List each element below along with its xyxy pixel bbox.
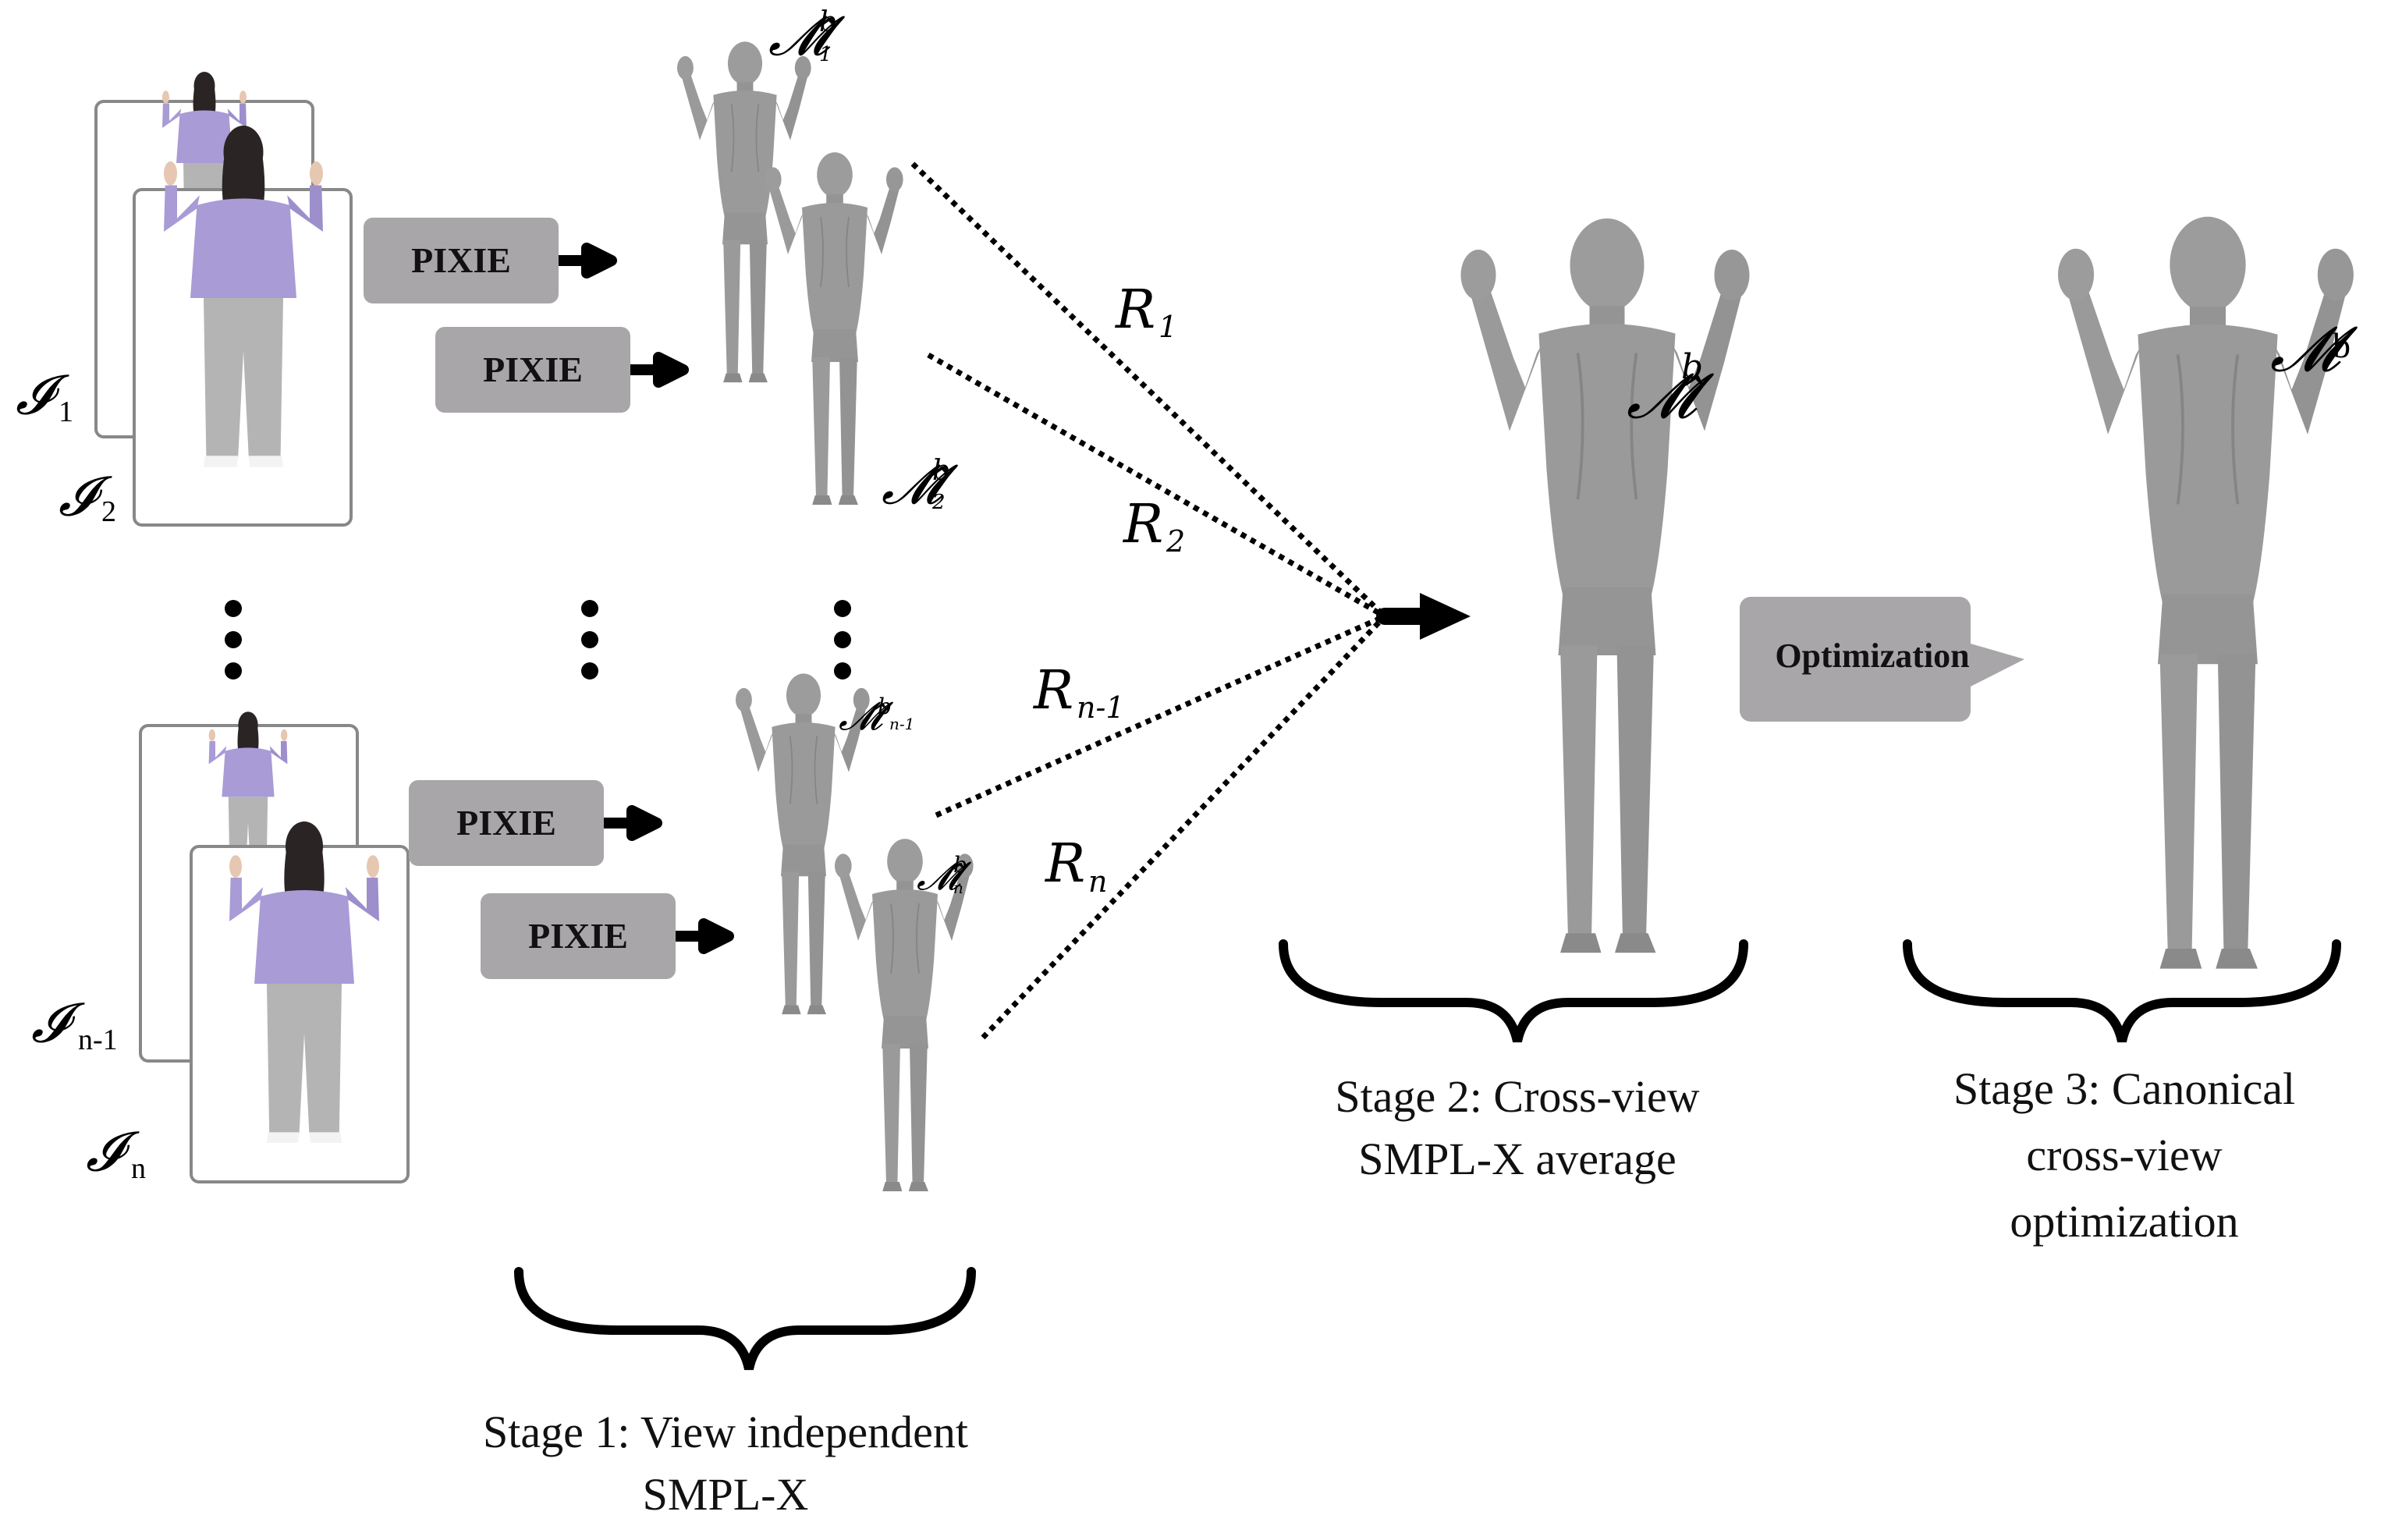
caption-stage-1: Stage 1: View independent SMPL-X	[483, 1407, 968, 1520]
svg-text:b: b	[819, 6, 837, 38]
svg-text:b: b	[878, 694, 892, 719]
label-mesh-1: 𝓜̂ b 1	[768, 4, 846, 68]
label-input-n: 𝓘 n	[86, 1120, 146, 1185]
caption-stage-2: Stage 2: Cross-view SMPL-X average	[1335, 1071, 1699, 1184]
svg-text:R: R	[1122, 494, 1163, 555]
svg-text:SMPL-X average: SMPL-X average	[1358, 1134, 1676, 1184]
svg-text:PIXIE: PIXIE	[483, 350, 583, 389]
svg-text:1: 1	[819, 43, 832, 66]
svg-text:n-1: n-1	[1077, 690, 1125, 725]
svg-text:b: b	[932, 455, 950, 487]
svg-text:PIXIE: PIXIE	[456, 803, 556, 843]
svg-text:𝓘: 𝓘	[31, 991, 85, 1055]
ellipsis-pixie	[581, 600, 598, 680]
svg-text:n: n	[1088, 864, 1107, 899]
label-rotation-2: R 2	[1122, 494, 1185, 559]
label-input-2: 𝓘 2	[59, 464, 116, 528]
brace-stage-3	[1903, 939, 2341, 1043]
svg-text:R: R	[1032, 660, 1073, 722]
input-image-n	[190, 821, 410, 1183]
svg-text:PIXIE: PIXIE	[528, 916, 628, 956]
caption-stage-3: Stage 3: Canonical cross-view optimizati…	[1953, 1063, 2295, 1247]
svg-text:Optimization: Optimization	[1775, 637, 1969, 675]
svg-text:SMPL-X: SMPL-X	[643, 1469, 809, 1520]
svg-text:Stage 1: View independent: Stage 1: View independent	[483, 1407, 968, 1457]
svg-text:b: b	[953, 852, 967, 878]
svg-text:2: 2	[101, 495, 116, 528]
label-rotation-n-1: R n-1	[1032, 660, 1125, 725]
label-mesh-n-1: 𝓜̂ b n-1	[839, 694, 914, 739]
pixie-box-2: PIXIE	[435, 327, 689, 413]
ellipsis-inputs	[225, 600, 242, 680]
svg-text:1: 1	[1158, 310, 1177, 344]
svg-text:b: b	[1681, 347, 1703, 387]
arrow-to-average	[1376, 593, 1471, 640]
svg-text:cross-view: cross-view	[2026, 1130, 2222, 1180]
label-mesh-2: 𝓜̂ b 2	[882, 452, 959, 516]
input-image-2	[133, 125, 353, 527]
ellipsis-meshes	[834, 600, 851, 680]
svg-text:n: n	[131, 1152, 146, 1185]
svg-text:optimization: optimization	[2010, 1196, 2238, 1247]
svg-text:PIXIE: PIXIE	[411, 240, 511, 280]
optimization-box: Optimization	[1740, 597, 2024, 722]
pixie-box-1: PIXIE	[364, 218, 617, 303]
svg-text:n: n	[953, 878, 963, 897]
svg-text:Stage 2: Cross-view: Stage 2: Cross-view	[1335, 1071, 1699, 1122]
label-rotation-1: R 1	[1114, 279, 1177, 344]
svg-text:b: b	[2333, 325, 2351, 365]
mesh-view-1	[676, 41, 812, 383]
mesh-average	[1459, 217, 1751, 955]
label-mesh-canonical: 𝓜 b	[2270, 313, 2358, 385]
svg-text:2: 2	[931, 491, 946, 514]
label-mesh-n: 𝓜̂ b n	[917, 852, 972, 899]
brace-stage-1	[514, 1267, 976, 1371]
svg-text:1: 1	[59, 396, 73, 428]
label-rotation-n: R n	[1044, 833, 1107, 899]
svg-text:2: 2	[1166, 524, 1185, 559]
label-input-1: 𝓘 1	[16, 363, 73, 428]
pixie-box-3: PIXIE	[409, 780, 662, 866]
svg-text:n-1: n-1	[889, 715, 914, 733]
brace-stage-2	[1279, 939, 1748, 1043]
svg-text:R: R	[1114, 279, 1155, 341]
svg-text:R: R	[1044, 833, 1085, 895]
dotted-rays	[910, 161, 1387, 1040]
pixie-box-4: PIXIE	[481, 893, 734, 979]
svg-text:Stage 3: Canonical: Stage 3: Canonical	[1953, 1063, 2295, 1114]
svg-text:n-1: n-1	[78, 1024, 118, 1056]
label-input-n-1: 𝓘 n-1	[31, 991, 118, 1056]
